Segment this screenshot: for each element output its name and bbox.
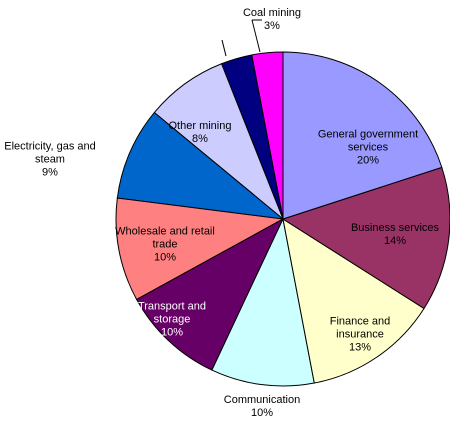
slice-label: General government services 20%	[303, 129, 433, 168]
pie-slice	[115, 197, 285, 301]
value-label: 10%	[160, 326, 184, 339]
slice-label: Other mining 8%	[155, 120, 245, 146]
slice-label: Business services 14%	[335, 222, 450, 248]
pie-slice	[211, 217, 315, 387]
value-label: 14%	[383, 235, 407, 247]
pie-slice	[282, 51, 443, 220]
slice-label: Communication 10%	[202, 394, 322, 420]
category-label: Agriculture, forestry and fishing	[126, 15, 244, 41]
value-label: 3%	[264, 20, 280, 32]
value-label: 20%	[356, 154, 380, 167]
value-label: 9%	[42, 166, 58, 179]
value-label: 10%	[250, 407, 274, 419]
category-label: Electricity, gas and steam	[4, 140, 96, 166]
value-label: 13%	[348, 341, 372, 354]
category-label: General government services	[317, 128, 419, 154]
slice-label: Wholesale and retail trade 10%	[110, 226, 220, 265]
slice-label: Agriculture, forestry and fishing 3%	[120, 16, 250, 55]
leader-line	[221, 39, 227, 57]
category-label: Business services	[350, 222, 440, 234]
category-label: Finance and insurance	[329, 315, 391, 341]
category-label: Other mining	[168, 120, 232, 132]
slice-label: Electricity, gas and steam 9%	[0, 141, 100, 180]
category-label: Communication	[223, 394, 301, 406]
value-label: 3%	[177, 41, 193, 54]
value-label: 8%	[192, 133, 208, 145]
value-label: 10%	[153, 251, 177, 264]
pie-slice	[116, 111, 285, 220]
leader-line	[251, 19, 261, 53]
category-label: Wholesale and retail trade	[115, 225, 215, 251]
category-label: Coal mining	[242, 7, 302, 19]
pie-slice	[281, 166, 450, 310]
pie-slice	[135, 217, 285, 371]
slice-label: Transport and storage 10%	[132, 301, 212, 340]
slice-label: Finance and insurance 13%	[315, 316, 405, 355]
slice-label: Coal mining 3%	[237, 7, 307, 33]
pie-slice	[282, 217, 425, 384]
category-label: Transport and storage	[137, 300, 207, 326]
